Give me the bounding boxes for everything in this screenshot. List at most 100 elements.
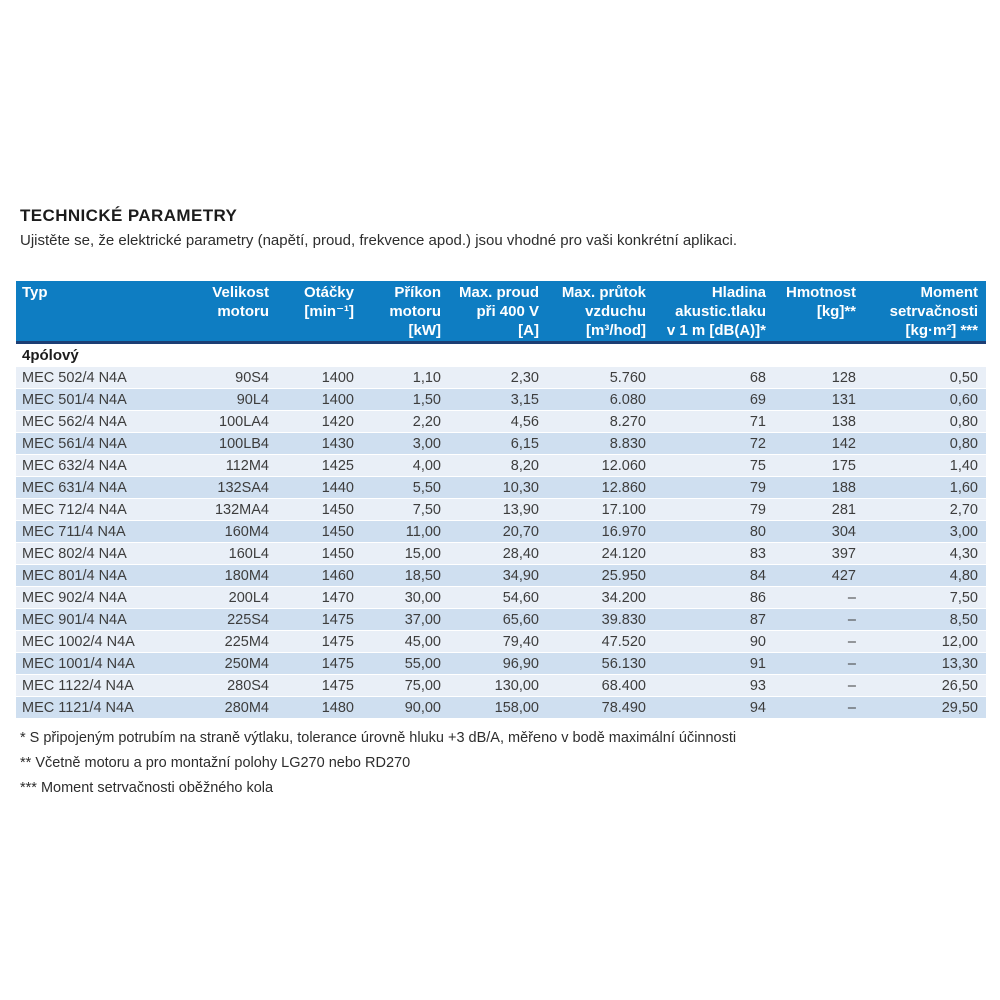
section-label: 4pólový: [16, 342, 986, 367]
cell: 90S4: [182, 367, 277, 389]
cell: 29,50: [864, 696, 986, 719]
cell: 200L4: [182, 586, 277, 609]
column-header-9: Moment setrvačnosti [kg·m²] ***: [864, 281, 986, 344]
cell: 8,50: [864, 608, 986, 631]
cell: 39.830: [547, 608, 654, 631]
table-row: MEC 801/4 N4A 180M4 1460 18,50 34,90 25.950 84…: [16, 564, 986, 587]
table-row: MEC 632/4 N4A 112M4 1425 4,00 8,20 12.060 75 17…: [16, 454, 986, 477]
cell: 3,15: [449, 388, 547, 411]
cell: 90: [654, 630, 774, 653]
cell: 4,56: [449, 410, 547, 433]
page-title: TECHNICKÉ PARAMETRY: [20, 206, 238, 225]
cell: 225M4: [182, 630, 277, 653]
cell: 30,00: [362, 586, 449, 609]
table-row: MEC 1122/4 N4A 280S4 1475 75,00 130,00 68.400…: [16, 674, 986, 697]
footnotes: * S připojeným potrubím na straně výtlak…: [20, 726, 736, 801]
cell: 112M4: [182, 454, 277, 477]
cell: 1475: [277, 652, 362, 675]
cell: 1425: [277, 454, 362, 477]
cell: 1400: [277, 388, 362, 411]
table-row: MEC 1121/4 N4A 280M4 1480 90,00 158,00 78.490…: [16, 696, 986, 719]
cell: 132SA4: [182, 476, 277, 499]
cell: 158,00: [449, 696, 547, 719]
cell: 17.100: [547, 498, 654, 521]
cell-typ: MEC 631/4 N4A: [16, 476, 182, 499]
cell: 175: [774, 454, 864, 477]
table-row: MEC 1002/4 N4A 225M4 1475 45,00 79,40 47.520 9…: [16, 630, 986, 653]
cell: 4,00: [362, 454, 449, 477]
cell: –: [774, 696, 864, 719]
cell: 100LA4: [182, 410, 277, 433]
cell: 397: [774, 542, 864, 565]
cell: 13,30: [864, 652, 986, 675]
column-header-6: Max. průtok vzduchu [m³/hod]: [547, 281, 654, 344]
cell: 79,40: [449, 630, 547, 653]
cell: 47.520: [547, 630, 654, 653]
cell: 1450: [277, 498, 362, 521]
column-header-1: Typ: [16, 281, 182, 344]
section-row: 4pólový: [16, 342, 986, 367]
cell: 79: [654, 498, 774, 521]
cell-typ: MEC 712/4 N4A: [16, 498, 182, 521]
cell-typ: MEC 801/4 N4A: [16, 564, 182, 587]
cell: 280M4: [182, 696, 277, 719]
cell: 1420: [277, 410, 362, 433]
footnote-1: * S připojeným potrubím na straně výtlak…: [20, 730, 737, 746]
cell: 1450: [277, 542, 362, 565]
cell: 90L4: [182, 388, 277, 411]
table-row: MEC 501/4 N4A 90L4 1400 1,50 3,15 6.080 69 131 0…: [16, 388, 986, 411]
cell: 4,30: [864, 542, 986, 565]
cell: 93: [654, 674, 774, 697]
cell: 1400: [277, 367, 362, 389]
cell: 34,90: [449, 564, 547, 587]
cell: 131: [774, 388, 864, 411]
cell: 18,50: [362, 564, 449, 587]
cell: 37,00: [362, 608, 449, 631]
cell: –: [774, 630, 864, 653]
cell: 1,10: [362, 367, 449, 389]
cell: 4,80: [864, 564, 986, 587]
cell: 25.950: [547, 564, 654, 587]
cell-typ: MEC 1121/4 N4A: [16, 696, 182, 719]
cell: –: [774, 608, 864, 631]
cell: 128: [774, 367, 864, 389]
cell-typ: MEC 901/4 N4A: [16, 608, 182, 631]
cell: 65,60: [449, 608, 547, 631]
footnote-2: ** Včetně motoru a pro montažní polohy L…: [20, 755, 411, 771]
cell: 5,50: [362, 476, 449, 499]
table-row: MEC 502/4 N4A 90S4 1400 1,10 2,30 5.760 68 128 0…: [16, 367, 986, 389]
cell: 94: [654, 696, 774, 719]
page-subtitle: Ujistěte se, že elektrické parametry (na…: [20, 232, 738, 249]
cell: 0,50: [864, 367, 986, 389]
cell: 6.080: [547, 388, 654, 411]
cell: 225S4: [182, 608, 277, 631]
cell: 250M4: [182, 652, 277, 675]
cell: 34.200: [547, 586, 654, 609]
technical-parameters-table: Typ Velikost motoru Otáčky [min⁻¹] Příkon moto…: [16, 281, 986, 719]
cell: 7,50: [864, 586, 986, 609]
cell: 83: [654, 542, 774, 565]
cell: –: [774, 674, 864, 697]
column-header-8: Hmotnost [kg]**: [774, 281, 864, 344]
cell: 87: [654, 608, 774, 631]
cell: –: [774, 586, 864, 609]
cell-typ: MEC 1122/4 N4A: [16, 674, 182, 697]
cell: 160L4: [182, 542, 277, 565]
cell: 13,90: [449, 498, 547, 521]
cell-typ: MEC 562/4 N4A: [16, 410, 182, 433]
column-header-2: Velikost motoru: [182, 281, 277, 344]
cell: 5.760: [547, 367, 654, 389]
cell: 1450: [277, 520, 362, 543]
column-header-4: Příkon motoru [kW]: [362, 281, 449, 344]
cell: 1,40: [864, 454, 986, 477]
cell: 12.060: [547, 454, 654, 477]
cell: 91: [654, 652, 774, 675]
table-row: MEC 901/4 N4A 225S4 1475 37,00 65,60 39.830 87…: [16, 608, 986, 631]
cell: 55,00: [362, 652, 449, 675]
cell: 12.860: [547, 476, 654, 499]
cell: 86: [654, 586, 774, 609]
cell-typ: MEC 561/4 N4A: [16, 432, 182, 455]
cell: 1,60: [864, 476, 986, 499]
cell: 72: [654, 432, 774, 455]
